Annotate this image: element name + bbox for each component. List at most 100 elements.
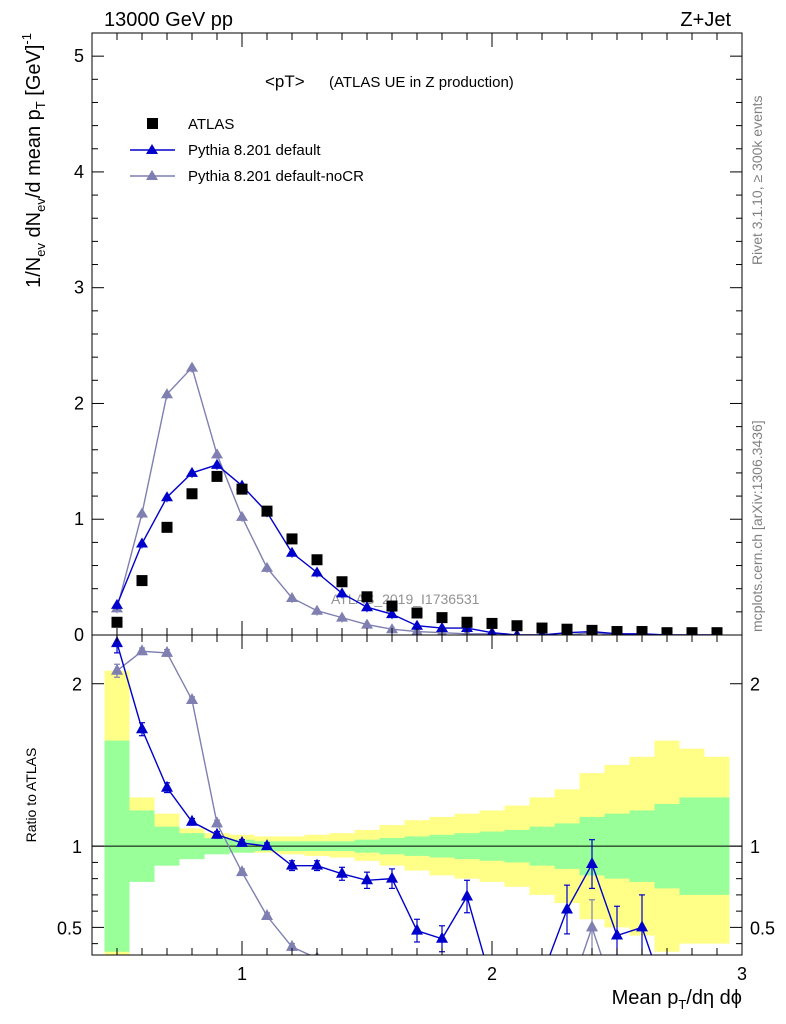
ratio-point-nocr	[211, 816, 223, 828]
ratio-point-default	[586, 857, 598, 869]
ratio-point-default	[186, 814, 198, 826]
ratio-point-nocr	[136, 644, 148, 656]
y-tick-label: 2	[74, 393, 84, 413]
data-point-default	[111, 598, 123, 609]
legend: <pT> (ATLAS UE in Z production) ATLAS Py…	[130, 72, 514, 185]
y-tick-label: 1	[74, 509, 84, 529]
legend-title: <pT>	[265, 72, 305, 91]
legend-label-nocr: Pythia 8.201 default-noCR	[188, 168, 364, 185]
ratio-point-nocr	[236, 865, 248, 877]
lower-data	[92, 635, 742, 1006]
data-point-atlas	[436, 612, 448, 624]
data-point-default	[411, 619, 423, 630]
ratio-point-default	[511, 993, 523, 1004]
ratio-point-nocr	[386, 976, 398, 987]
ratio-point-default	[461, 889, 473, 901]
rivet-label: Rivet 3.1.10, ≥ 300k events	[749, 95, 765, 265]
ratio-point-nocr	[336, 961, 348, 972]
data-point-default	[186, 466, 198, 477]
data-point-nocr	[161, 388, 173, 399]
data-point-default	[136, 537, 148, 548]
ratio-point-nocr	[586, 920, 598, 932]
ratio-y-tick-label: 1	[72, 837, 82, 857]
data-point-atlas	[136, 575, 148, 587]
data-point-atlas	[111, 616, 123, 628]
ratio-point-default	[261, 839, 273, 851]
data-point-atlas	[161, 521, 173, 533]
data-point-default	[161, 491, 173, 502]
ratio-y-tick-label-right: 0.5	[750, 918, 775, 938]
y-tick-label: 5	[74, 46, 84, 66]
data-point-atlas	[511, 620, 523, 632]
upper-plot: 0 1 2 3 4 5	[74, 32, 743, 645]
ratio-point-default	[336, 866, 348, 878]
ratio-point-nocr	[461, 989, 473, 1000]
ratio-point-default	[161, 780, 173, 792]
legend-label-default: Pythia 8.201 default	[188, 142, 321, 159]
ratio-point-default	[361, 873, 373, 885]
ratio-point-default	[436, 931, 448, 943]
y-tick-label: 0	[74, 625, 84, 645]
ratio-y-tick-label: 2	[72, 675, 82, 695]
legend-subtitle: (ATLAS UE in Z production)	[329, 74, 514, 91]
data-point-nocr	[186, 361, 198, 372]
header-left: 13000 GeV pp	[104, 9, 233, 31]
legend-label-atlas: ATLAS	[188, 116, 234, 133]
ratio-y-tick-label-right: 2	[750, 675, 760, 695]
data-point-nocr	[361, 618, 373, 629]
y-tick-label: 3	[74, 278, 84, 298]
ratio-y-tick-label-right: 1	[750, 837, 760, 857]
ratio-point-default	[211, 827, 223, 839]
data-point-default	[311, 566, 323, 577]
ratio-point-default	[636, 920, 648, 932]
data-point-atlas	[461, 616, 473, 628]
ratio-point-default	[411, 923, 423, 935]
ratio-point-nocr	[411, 982, 423, 993]
data-point-default	[436, 622, 448, 633]
x-tick-label: 1	[237, 964, 247, 984]
ratio-point-default	[386, 871, 398, 883]
data-point-atlas	[186, 488, 198, 500]
ratio-point-default	[311, 858, 323, 870]
ratio-point-nocr	[486, 992, 498, 1003]
legend-marker-nocr	[146, 170, 158, 180]
data-point-nocr	[286, 591, 298, 602]
x-axis-title: Mean pT/dη dϕ	[612, 987, 742, 1012]
ratio-point-nocr	[161, 645, 173, 657]
ratio-point-nocr	[186, 692, 198, 704]
ratio-point-nocr	[111, 663, 123, 675]
ratio-point-nocr	[286, 939, 298, 951]
data-point-default	[336, 587, 348, 598]
ratio-point-default	[236, 835, 248, 847]
ratio-point-default	[286, 858, 298, 870]
mcplots-label: mcplots.cern.ch [arXiv:1306.3436]	[749, 420, 765, 632]
data-point-nocr	[261, 561, 273, 572]
data-point-nocr	[136, 507, 148, 518]
ratio-plot: 0.5 0.5 1 1 2 2 1 2 3	[57, 634, 775, 1006]
ratio-y-tick-label: 0.5	[57, 918, 82, 938]
data-point-default	[361, 601, 373, 612]
ratio-point-default	[611, 928, 623, 940]
data-point-atlas	[361, 591, 373, 603]
data-point-nocr	[236, 510, 248, 521]
data-point-default	[386, 608, 398, 619]
y-tick-label: 4	[74, 162, 84, 182]
ratio-point-default	[536, 969, 548, 980]
upper-y-title: 1/Nev dNev/d mean pT [GeV]-1	[19, 33, 48, 288]
ratio-point-nocr	[511, 995, 523, 1006]
data-point-atlas	[286, 533, 298, 545]
data-point-default	[286, 546, 298, 557]
data-point-atlas	[311, 554, 323, 566]
x-tick-label: 3	[737, 964, 747, 984]
data-point-atlas	[336, 576, 348, 588]
legend-marker-default	[146, 144, 158, 154]
ratio-point-nocr	[561, 993, 573, 1004]
data-point-atlas	[411, 607, 423, 619]
ratio-point-default	[561, 902, 573, 914]
data-point-nocr	[211, 448, 223, 459]
data-point-default	[211, 458, 223, 469]
ratio-point-nocr	[261, 909, 273, 921]
header-right: Z+Jet	[680, 9, 731, 31]
ratio-point-nocr	[361, 969, 373, 980]
